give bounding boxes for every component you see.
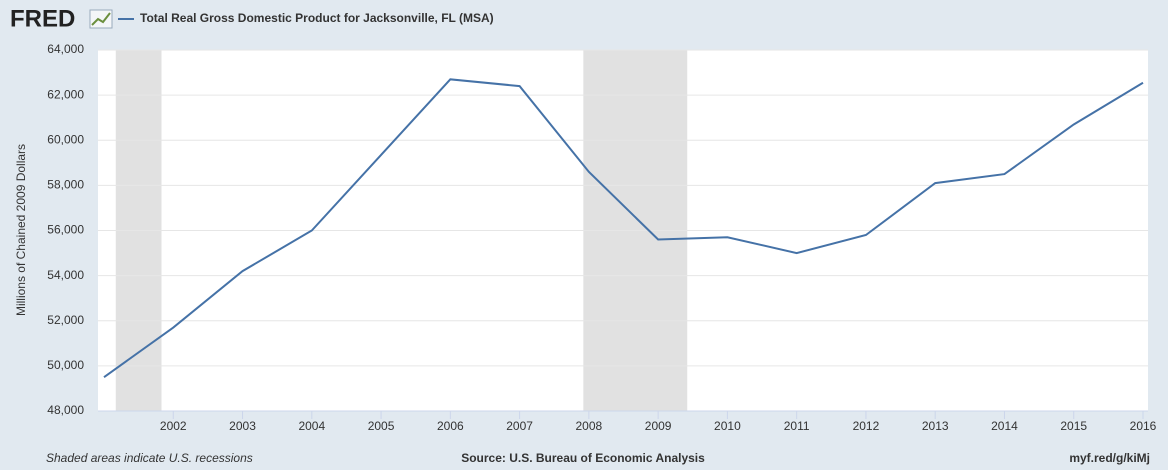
- link[interactable]: myf.red/g/kiMj: [1069, 451, 1150, 465]
- y-tick-label: 60,000: [47, 132, 84, 146]
- logo-icon-line: [91, 12, 111, 26]
- logo: FRED: [10, 5, 75, 32]
- x-tick-label: 2014: [991, 419, 1018, 433]
- y-tick-label: 52,000: [47, 313, 84, 327]
- x-tick-label: 2007: [506, 419, 533, 433]
- x-tick-label: 2016: [1130, 419, 1157, 433]
- x-tick-label: 2008: [576, 419, 603, 433]
- y-tick-label: 54,000: [47, 268, 84, 282]
- y-tick-label: 56,000: [47, 223, 84, 237]
- logo-icon: [89, 9, 113, 29]
- x-tick-label: 2011: [784, 419, 810, 433]
- x-tick-label: 2002: [160, 419, 187, 433]
- y-tick-label: 64,000: [47, 42, 84, 56]
- y-tick-label: 58,000: [47, 178, 84, 192]
- x-tick-label: 2006: [437, 419, 464, 433]
- y-tick-label: 48,000: [47, 403, 84, 417]
- x-tick-label: 2005: [368, 419, 395, 433]
- x-tick-label: 2012: [853, 419, 880, 433]
- x-tick-label: 2004: [298, 419, 325, 433]
- x-tick-label: 2009: [645, 419, 672, 433]
- y-tick-label: 50,000: [47, 358, 84, 372]
- y-axis-label: Millions of Chained 2009 Dollars: [14, 144, 28, 316]
- x-tick-label: 2015: [1060, 419, 1087, 433]
- series-line: [103, 78, 1144, 378]
- x-tick-label: 2010: [714, 419, 741, 433]
- note: Shaded areas indicate U.S. recessions: [46, 451, 253, 465]
- source: Source: U.S. Bureau of Economic Analysis: [461, 451, 705, 465]
- y-tick-label: 62,000: [47, 87, 84, 101]
- legend-label: Total Real Gross Domestic Product for Ja…: [140, 11, 494, 25]
- x-tick-label: 2003: [229, 419, 256, 433]
- x-tick-label: 2013: [922, 419, 949, 433]
